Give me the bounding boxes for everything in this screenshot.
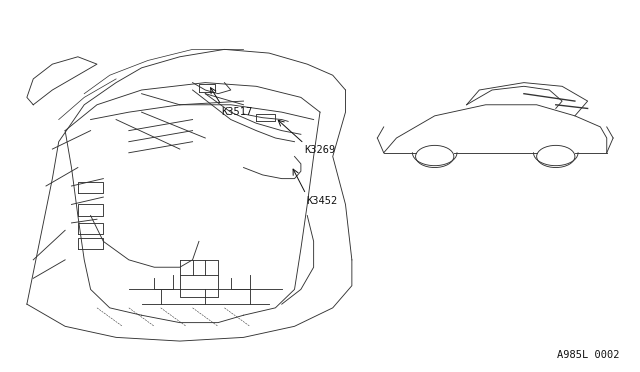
Text: K3452: K3452 (306, 196, 337, 206)
Text: K3269: K3269 (304, 145, 335, 155)
Text: A985L 0002: A985L 0002 (557, 350, 620, 359)
Text: K3517: K3517 (221, 107, 253, 116)
